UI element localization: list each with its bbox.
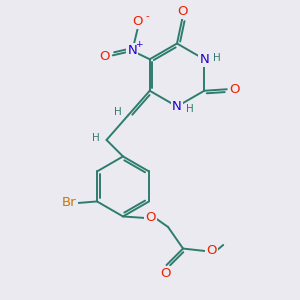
Text: -: - — [146, 11, 149, 21]
Text: H: H — [186, 104, 194, 114]
Text: O: O — [229, 83, 239, 96]
Text: O: O — [99, 50, 110, 63]
Text: H: H — [92, 133, 100, 142]
Text: N: N — [172, 100, 182, 113]
Text: O: O — [206, 244, 217, 257]
Text: O: O — [177, 5, 188, 18]
Text: +: + — [135, 40, 143, 49]
Text: H: H — [213, 53, 221, 63]
Text: Br: Br — [62, 196, 77, 209]
Text: H: H — [114, 107, 122, 117]
Text: O: O — [161, 267, 171, 280]
Text: N: N — [200, 53, 209, 66]
Text: O: O — [146, 212, 156, 224]
Text: N: N — [128, 44, 137, 57]
Text: O: O — [133, 15, 143, 28]
